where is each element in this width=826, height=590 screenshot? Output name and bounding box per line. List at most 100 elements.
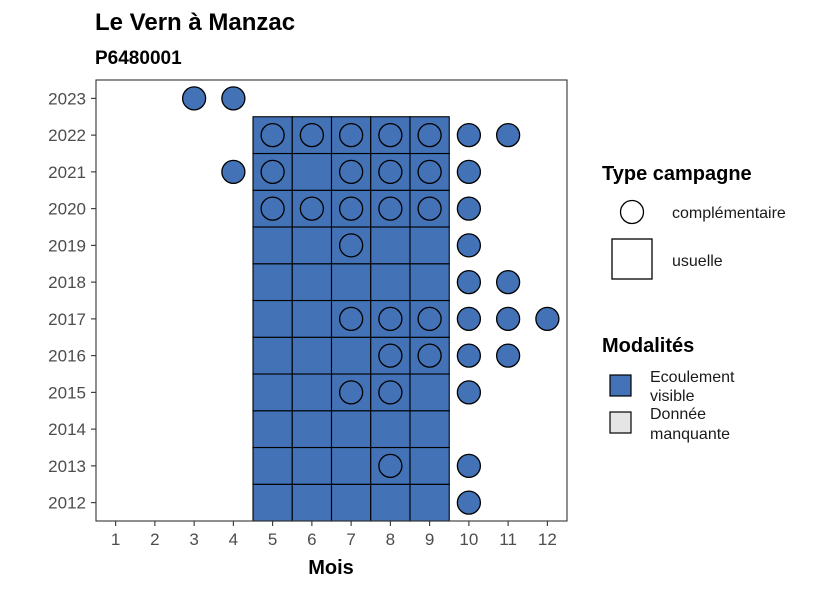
point-2022-9: [417, 122, 442, 148]
x-tick-label-9: 9: [425, 530, 434, 549]
y-tick-label-2017: 2017: [48, 310, 86, 329]
legend-complementaire-label: complémentaire: [672, 205, 786, 222]
complementaire-points: [181, 86, 560, 515]
x-tick-label-8: 8: [386, 530, 395, 549]
point-2020-8: [378, 196, 403, 221]
chart-subtitle: P6480001: [95, 48, 182, 69]
y-axis: 2012 2013 2014 2015 2016 2017 2018 2019 2020 2021…: [48, 89, 96, 513]
point-2021-7: [338, 159, 364, 185]
point-2017-8: [378, 306, 403, 332]
legend-type-title: Type campagne: [602, 163, 752, 185]
y-tick-label-2018: 2018: [48, 273, 86, 292]
legend-usuelle-key: [611, 238, 653, 280]
x-tick-label-2: 2: [150, 530, 159, 549]
tile-2012-7: [330, 483, 372, 522]
tile-2022-5: [252, 116, 293, 155]
tile-2018-5: [252, 263, 293, 302]
tile-2013-7: [330, 446, 372, 485]
tile-2014-5: [252, 410, 293, 449]
y-tick-label-2013: 2013: [48, 457, 86, 476]
point-2021-4: [221, 159, 246, 185]
x-tick-label-11: 11: [499, 530, 517, 549]
y-tick-label-2012: 2012: [48, 494, 86, 513]
point-2018-10: [456, 269, 482, 295]
tile-2013-5: [252, 446, 293, 485]
tile-2012-6: [291, 483, 333, 522]
point-2022-7: [338, 122, 364, 148]
tile-2017-6: [291, 299, 333, 338]
legend-modalites: Modalités Ecoulement visible Donnée manq…: [602, 335, 735, 443]
point-2021-10: [456, 159, 482, 185]
tile-2012-5: [252, 483, 293, 522]
legend-manquante-label-line2: manquante: [650, 426, 730, 443]
tile-2018-9: [409, 263, 450, 302]
tile-2019-6: [291, 226, 333, 265]
x-tick-label-5: 5: [268, 530, 277, 549]
x-tick-label-12: 12: [538, 530, 557, 549]
tile-2021-6: [291, 152, 333, 191]
point-2013-10: [456, 453, 482, 479]
x-axis: 1 2 3 4 5 6 7 8 9 10 11 12: [111, 521, 557, 549]
point-2020-10: [456, 196, 482, 221]
point-2016-11: [495, 343, 521, 368]
tile-2015-6: [291, 373, 333, 412]
legend-manquante-key: [609, 411, 632, 434]
tile-2019-8: [370, 226, 411, 265]
point-2012-10: [456, 490, 482, 515]
tile-2016-5: [252, 336, 293, 375]
point-2015-10: [456, 380, 482, 405]
y-tick-label-2023: 2023: [48, 89, 86, 108]
legend-modalites-title: Modalités: [602, 335, 694, 357]
tile-2014-7: [330, 410, 372, 449]
y-tick-label-2020: 2020: [48, 200, 86, 219]
point-2017-12: [535, 306, 560, 332]
point-2017-9: [417, 306, 442, 332]
point-2020-9: [417, 196, 442, 221]
point-2013-8: [378, 453, 403, 479]
y-tick-label-2016: 2016: [48, 347, 86, 366]
legend-ecoulement-label-line1: Ecoulement: [650, 369, 735, 386]
tile-2013-9: [409, 446, 450, 485]
x-tick-label-10: 10: [459, 530, 478, 549]
point-2020-7: [338, 196, 364, 221]
plot-panel-border: [95, 79, 568, 522]
tile-2016-6: [291, 336, 333, 375]
point-2016-9: [417, 343, 442, 368]
tile-2014-9: [409, 410, 450, 449]
point-2016-10: [456, 343, 482, 368]
legend-usuelle-label: usuelle: [672, 253, 723, 270]
tile-2018-8: [370, 263, 411, 302]
legend-type-campagne: Type campagne complémentaire usuelle: [602, 163, 786, 280]
x-tick-label-4: 4: [229, 530, 238, 549]
tile-2022-6: [291, 116, 333, 155]
point-2023-4: [221, 86, 246, 111]
x-tick-label-6: 6: [307, 530, 316, 549]
point-2019-10: [456, 233, 482, 258]
tile-2015-9: [409, 373, 450, 412]
legend-manquante-label-line1: Donnée: [650, 406, 706, 423]
x-axis-title: Mois: [308, 557, 354, 579]
tile-2014-6: [291, 410, 333, 449]
point-2020-5: [260, 196, 285, 221]
y-tick-label-2014: 2014: [48, 420, 86, 439]
point-2017-10: [456, 306, 482, 332]
panel-frame: [95, 79, 568, 522]
point-2021-8: [378, 159, 403, 185]
point-2023-3: [181, 86, 207, 111]
x-tick-label-3: 3: [189, 530, 198, 549]
legend-ecoulement-key: [609, 374, 632, 397]
tile-2019-5: [252, 226, 293, 265]
point-2017-7: [338, 306, 364, 332]
point-2015-8: [378, 380, 403, 405]
tile-2013-6: [291, 446, 333, 485]
point-2022-6: [299, 122, 325, 148]
point-2021-5: [260, 159, 285, 185]
legend-ecoulement-label-line2: visible: [650, 388, 695, 405]
chart-title: Le Vern à Manzac: [95, 9, 295, 36]
point-2022-8: [378, 122, 403, 148]
tile-2012-9: [409, 483, 450, 522]
tile-2015-5: [252, 373, 293, 412]
point-2020-6: [299, 196, 325, 221]
tile-2019-9: [409, 226, 450, 265]
tile-2017-5: [252, 299, 293, 338]
